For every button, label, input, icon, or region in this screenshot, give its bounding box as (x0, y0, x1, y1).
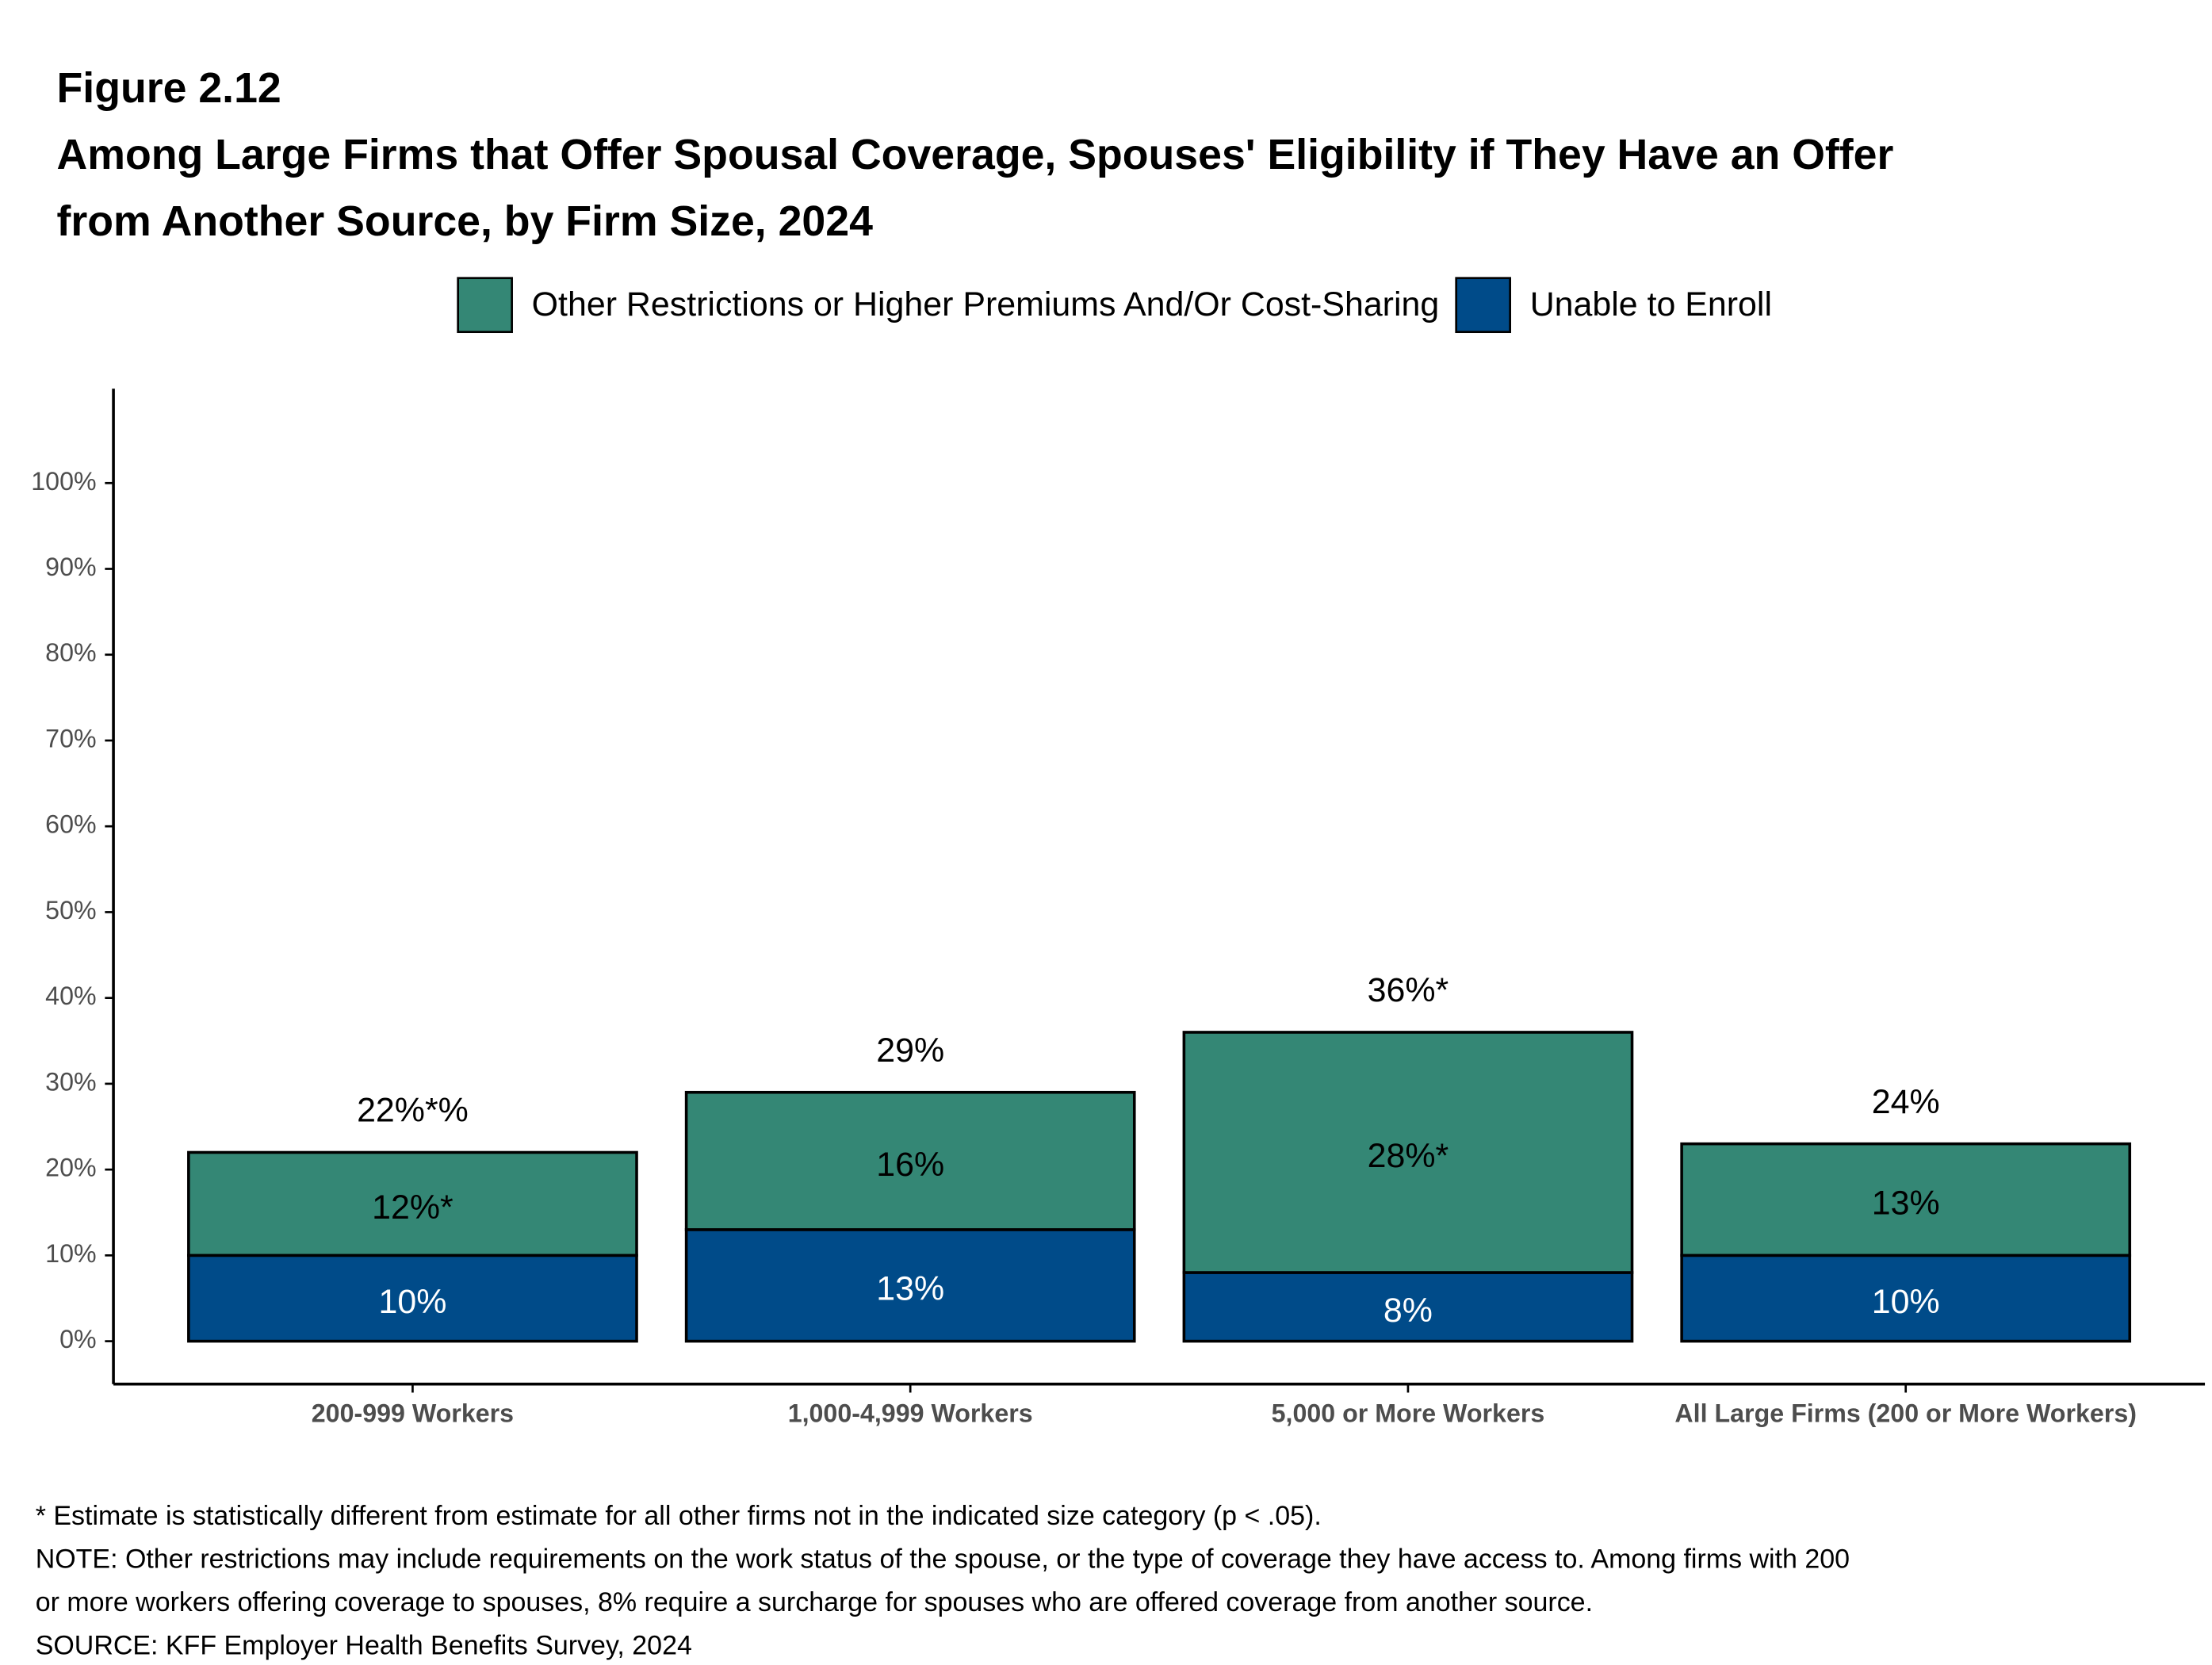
bar-segment (1680, 1254, 2132, 1343)
y-tick-label: 50% (45, 896, 96, 924)
y-tick-label: 40% (45, 982, 96, 1010)
value-label: 16% (876, 1146, 944, 1184)
figure-label: Figure 2.12 (57, 64, 281, 112)
total-label: 22%*% (357, 1092, 469, 1130)
total-label: 29% (876, 1032, 944, 1070)
footnote: SOURCE: KFF Employer Health Benefits Sur… (36, 1630, 692, 1660)
y-tick-label: 0% (59, 1325, 97, 1353)
bar-segment (1182, 1031, 1634, 1274)
chart-title: Among Large Firms that Offer Spousal Cov… (57, 131, 1894, 178)
value-label: 28%* (1368, 1137, 1449, 1175)
footnote: * Estimate is statistically different fr… (36, 1501, 1322, 1531)
y-tick-label: 90% (45, 553, 96, 581)
y-tick-label: 20% (45, 1154, 96, 1182)
y-tick-label: 10% (45, 1239, 96, 1268)
value-label: 13% (1872, 1185, 1940, 1223)
y-tick-label: 80% (45, 638, 96, 667)
value-label: 13% (876, 1270, 944, 1308)
footnote: or more workers offering coverage to spo… (36, 1587, 1593, 1617)
chart-title: from Another Source, by Firm Size, 2024 (57, 197, 874, 245)
x-tick-label: 5,000 or More Workers (1272, 1399, 1545, 1428)
x-tick-label: All Large Firms (200 or More Workers) (1674, 1399, 2137, 1428)
footnote: NOTE: Other restrictions may include req… (36, 1544, 1850, 1574)
legend-swatch (457, 277, 513, 334)
total-label: 36%* (1368, 971, 1449, 1009)
value-label: 10% (1872, 1283, 1940, 1321)
total-label: 24% (1872, 1083, 1940, 1121)
value-label: 8% (1383, 1292, 1433, 1330)
bar-segment (684, 1090, 1136, 1231)
y-tick-label: 60% (45, 810, 96, 839)
legend-label: Unable to Enroll (1530, 285, 1772, 323)
y-tick-label: 30% (45, 1067, 96, 1096)
value-label: 10% (378, 1283, 446, 1321)
legend-swatch (1455, 277, 1511, 334)
bar-segment (1680, 1142, 2132, 1257)
value-label: 12%* (372, 1188, 453, 1227)
y-tick-label: 70% (45, 724, 96, 752)
legend-label: Other Restrictions or Higher Premiums An… (532, 285, 1440, 323)
bar-segment (187, 1150, 638, 1257)
x-tick-label: 1,000-4,999 Workers (788, 1399, 1033, 1428)
bar-segment (1182, 1271, 1634, 1343)
x-tick-label: 200-999 Workers (312, 1399, 514, 1428)
bar-segment (187, 1254, 638, 1343)
y-tick-label: 100% (31, 467, 96, 496)
